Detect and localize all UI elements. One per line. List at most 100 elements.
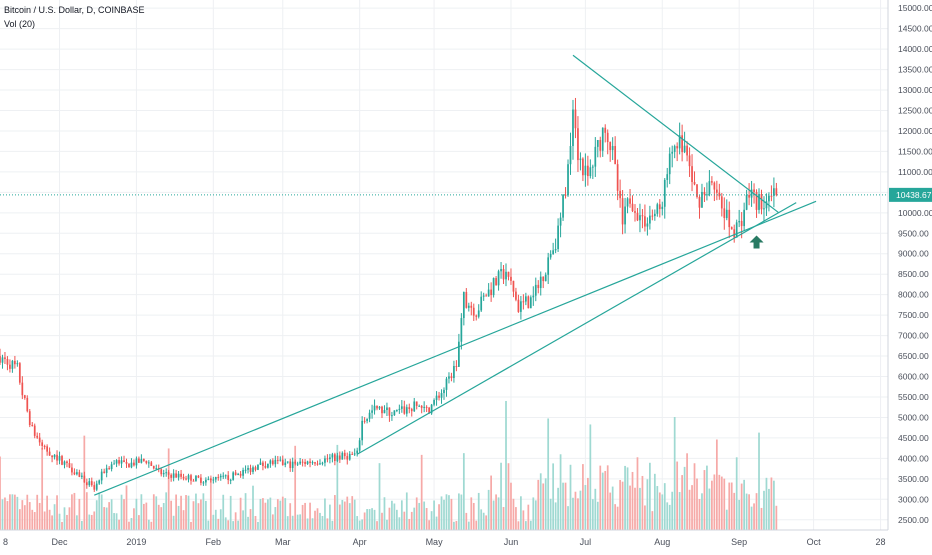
up-arrow-icon <box>749 235 764 249</box>
candle <box>629 198 631 204</box>
candle <box>326 458 329 460</box>
volume-bar <box>537 479 540 530</box>
candle <box>324 458 326 463</box>
candle <box>76 472 78 475</box>
candle <box>455 366 458 368</box>
candle <box>9 364 11 369</box>
candle <box>351 453 354 455</box>
candle <box>430 404 433 414</box>
candle <box>559 217 562 226</box>
candle <box>703 191 706 195</box>
candle <box>720 196 723 209</box>
volume-bar <box>529 520 532 530</box>
price-tick-label: 10000.00 <box>898 208 932 218</box>
volume-bar <box>703 470 706 530</box>
candle <box>666 174 669 180</box>
candle <box>676 146 679 149</box>
candle <box>487 289 490 297</box>
volume-bar <box>368 509 371 530</box>
volume-bar <box>237 520 239 530</box>
candle <box>0 356 1 363</box>
volume-bar <box>157 504 160 530</box>
candle <box>83 475 86 483</box>
candle <box>755 191 758 210</box>
volume-bar <box>455 520 458 530</box>
candle <box>760 194 763 210</box>
candle <box>187 475 190 480</box>
candle <box>299 461 302 464</box>
candle <box>547 257 550 275</box>
candle <box>527 296 530 309</box>
candle <box>532 295 535 298</box>
symbol-title[interactable]: Bitcoin / U.S. Dollar, D, COINBASE <box>4 5 145 15</box>
volume-bar <box>668 504 671 530</box>
candle <box>738 220 741 223</box>
volume-bar <box>465 512 468 530</box>
candle <box>415 401 418 406</box>
volume-bar <box>177 505 180 530</box>
volume-bar <box>274 507 277 530</box>
volume-bar <box>624 465 626 530</box>
candle <box>403 406 406 414</box>
candle <box>701 191 703 208</box>
volume-bar <box>4 497 6 530</box>
candle <box>661 206 664 210</box>
price-tick-label: 12000.00 <box>898 126 932 136</box>
volume-bar <box>425 508 428 530</box>
candle <box>281 459 284 465</box>
candle <box>574 109 577 129</box>
candle <box>291 461 294 469</box>
volume-bar <box>378 463 381 530</box>
volume-bar <box>71 494 73 530</box>
volume-bar <box>631 471 634 530</box>
candle <box>681 135 683 153</box>
price-axis <box>888 0 932 550</box>
volume-bar <box>331 520 334 530</box>
candle <box>361 420 364 441</box>
candle <box>502 269 505 280</box>
volume-bar <box>755 493 758 530</box>
candle <box>567 164 569 196</box>
volume-bar <box>98 492 101 530</box>
volume-bar <box>517 521 520 530</box>
volume-bar <box>470 497 473 530</box>
volume-bar <box>105 507 108 530</box>
volume-bar <box>172 515 175 530</box>
candle <box>232 472 235 480</box>
candle <box>462 292 465 319</box>
volume-bar <box>691 485 693 530</box>
candle <box>103 471 106 473</box>
candle <box>418 405 421 407</box>
volume-bar <box>123 499 125 530</box>
candle <box>41 442 44 446</box>
volume-bar <box>333 495 336 530</box>
volume-bar <box>324 498 326 530</box>
candle <box>18 363 21 383</box>
volume-bar <box>286 516 289 530</box>
candle <box>522 301 525 303</box>
volume-bar <box>400 500 403 530</box>
volume-indicator-label[interactable]: Vol (20) <box>4 19 36 29</box>
candle <box>758 194 760 210</box>
candle <box>673 146 676 152</box>
volume-bar <box>733 492 736 530</box>
volume-bar <box>9 494 11 530</box>
candle <box>138 458 140 463</box>
volume-bar <box>763 490 765 530</box>
candle <box>207 478 210 480</box>
time-tick-label: Aug <box>654 537 670 547</box>
candle <box>775 188 778 195</box>
candle <box>510 276 512 281</box>
candle <box>646 223 649 227</box>
candle <box>271 460 274 465</box>
time-tick-label: Feb <box>206 537 222 547</box>
volume-bar <box>247 516 249 530</box>
candle <box>413 401 416 412</box>
time-tick-label: Mar <box>275 537 291 547</box>
candle <box>388 407 391 416</box>
volume-bar <box>85 492 88 530</box>
price-tick-label: 7500.00 <box>898 310 929 320</box>
candle <box>376 405 378 409</box>
